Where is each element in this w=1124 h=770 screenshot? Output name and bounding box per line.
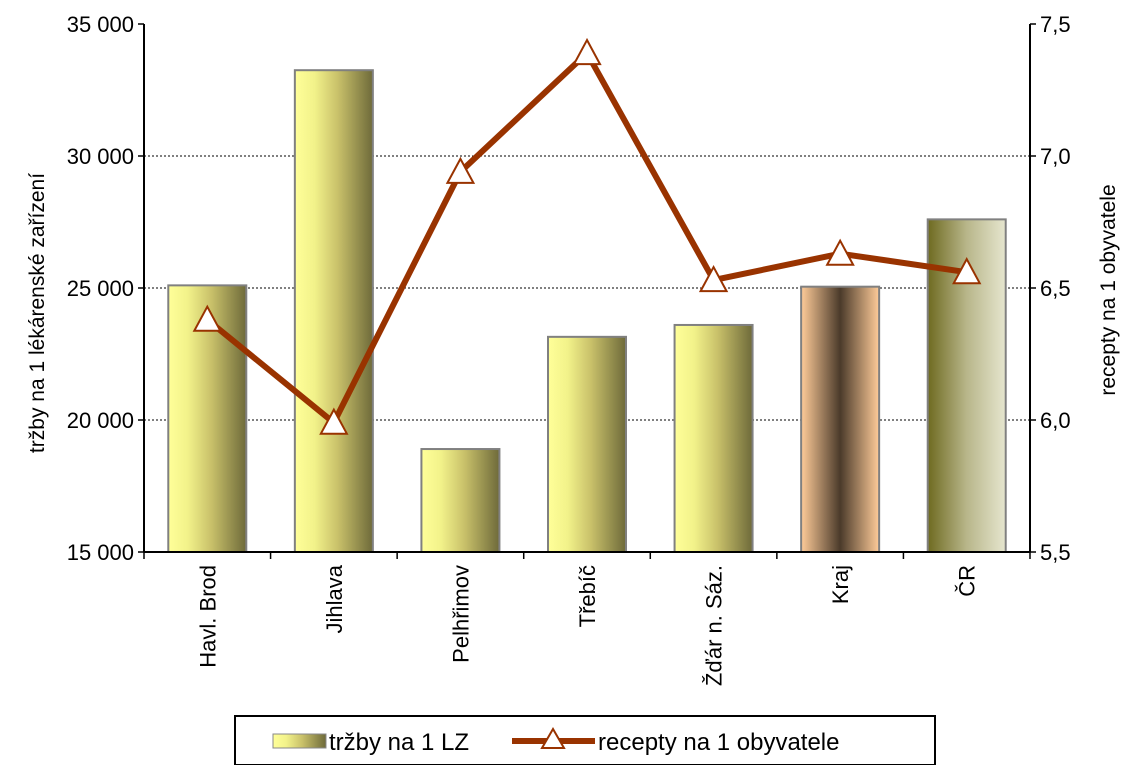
line-marker xyxy=(825,238,855,266)
category-label: ČR xyxy=(955,565,980,597)
left-tick-label: 15 000 xyxy=(67,540,134,565)
right-axis-title: recepty na 1 obyvatele xyxy=(1097,184,1120,395)
category-labels: Havl. Brod Jihlava Pelhřimov Třebíč Žďár n. … xyxy=(195,564,979,686)
right-tick-label: 5,5 xyxy=(1040,540,1071,565)
bar xyxy=(420,448,501,554)
left-tick-label: 35 000 xyxy=(67,12,134,37)
right-tick-label: 7,0 xyxy=(1040,144,1071,169)
category-label: Kraj xyxy=(828,565,853,604)
legend-line-label: recepty na 1 obyvatele xyxy=(598,729,840,756)
bar-series xyxy=(167,69,1007,554)
line-marker xyxy=(319,407,349,435)
bar xyxy=(293,69,374,553)
category-label: Jihlava xyxy=(322,564,347,633)
line-marker xyxy=(952,257,982,285)
legend-bar-label: tržby na 1 LZ xyxy=(329,729,469,756)
line-series xyxy=(192,37,982,435)
line-marker xyxy=(698,264,729,293)
legend-bar-swatch xyxy=(272,733,327,749)
bar xyxy=(800,285,881,553)
left-tick-label: 30 000 xyxy=(67,144,134,169)
bar xyxy=(673,323,754,553)
left-tick-label: 25 000 xyxy=(67,276,134,301)
category-label: Pelhřimov xyxy=(448,565,473,663)
legend-line-marker xyxy=(540,727,566,749)
right-tick-label: 7,5 xyxy=(1040,12,1071,37)
left-axis-title: tržby na 1 lékárenské zařízení xyxy=(26,173,49,453)
right-tick-label: 6,5 xyxy=(1040,276,1071,301)
line-marker xyxy=(192,304,222,332)
right-tick-label: 6,0 xyxy=(1040,408,1071,433)
left-tick-label: 20 000 xyxy=(67,408,134,433)
line-marker xyxy=(572,37,602,66)
tick-labels: 15 000 5,5 20 000 6,0 25 000 6,5 30 000 7,0 35 0… xyxy=(67,12,1071,565)
legend: tržby na 1 LZ recepty na 1 obyvatele xyxy=(234,715,936,766)
category-label: Havl. Brod xyxy=(195,565,220,668)
bar xyxy=(547,335,627,553)
axes xyxy=(138,23,1036,559)
line-marker xyxy=(445,156,476,184)
category-label: Žďár n. Sáz. xyxy=(702,565,727,686)
category-label: Třebíč xyxy=(575,565,600,627)
